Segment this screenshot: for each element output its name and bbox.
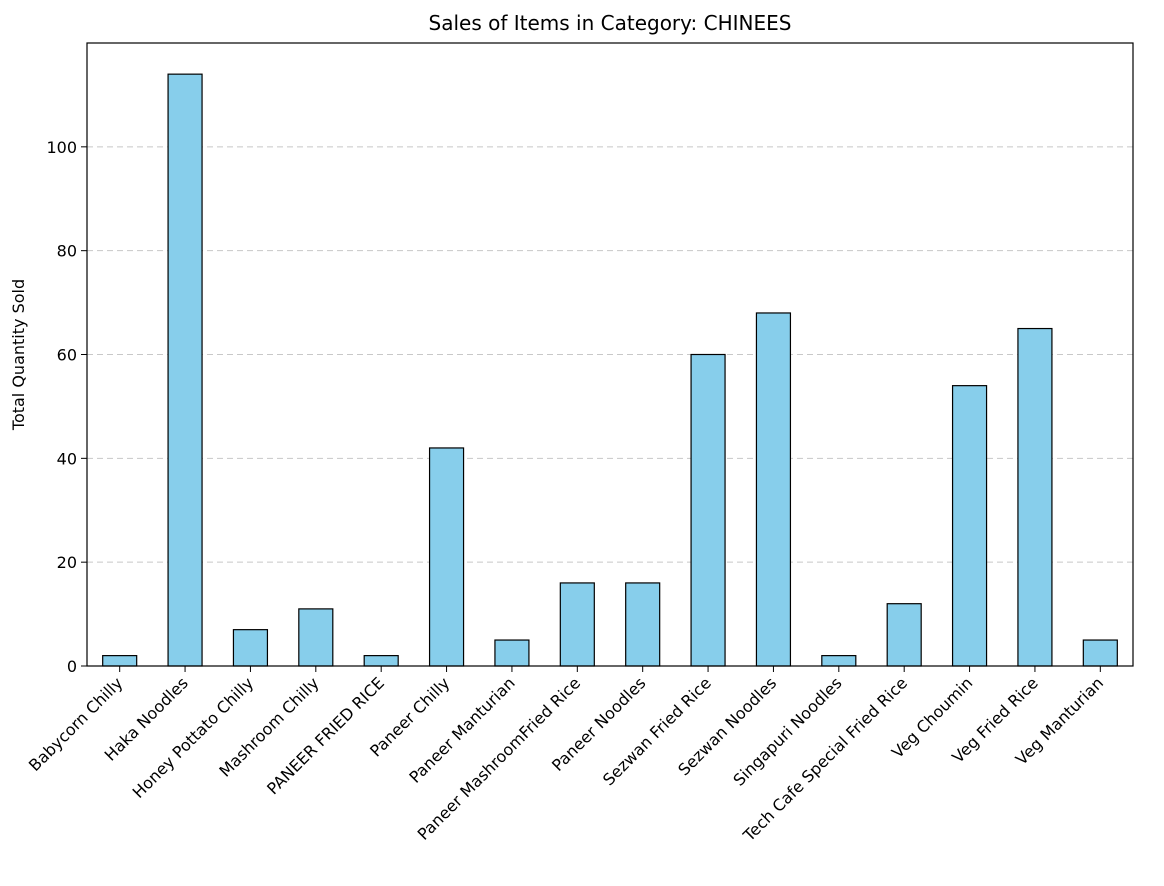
bar-singapuri-noodles	[821, 655, 857, 667]
y-axis: 0 20 40 60 80 100	[46, 138, 87, 676]
y-tick-label: 40	[57, 449, 77, 468]
bar-paneer-mashroomfried-rice	[559, 582, 595, 667]
bars	[102, 73, 1118, 667]
bar-paneer-noodles	[625, 582, 661, 667]
bar-honey-pottato-chilly	[232, 629, 269, 667]
bar-sezwan-fried-rice	[690, 353, 726, 667]
bar-paneer-chilly	[428, 447, 465, 667]
bar-paneer-manturian	[494, 639, 530, 667]
bar-veg-manturian	[1082, 639, 1118, 667]
y-tick-label: 80	[57, 242, 77, 261]
bar-sezwan-noodles	[755, 312, 792, 667]
bar-veg-choumin	[951, 385, 988, 667]
chart-title: Sales of Items in Category: CHINEES	[429, 11, 792, 35]
bar-veg-fried-rice	[1017, 327, 1053, 667]
bar-babycorn-chilly	[102, 655, 138, 667]
bar-mashroom-chilly	[298, 608, 334, 667]
y-tick-label: 0	[67, 657, 77, 676]
y-tick-label: 60	[57, 346, 77, 365]
y-axis-label: Total Quantity Sold	[9, 279, 28, 431]
bar-tech-cafe-special-fried-rice	[886, 603, 922, 667]
bar-haka-noodles	[167, 73, 203, 667]
bar-paneer-fried-rice	[363, 655, 399, 667]
y-tick-label: 20	[57, 553, 77, 572]
y-tick-label: 100	[46, 138, 77, 157]
